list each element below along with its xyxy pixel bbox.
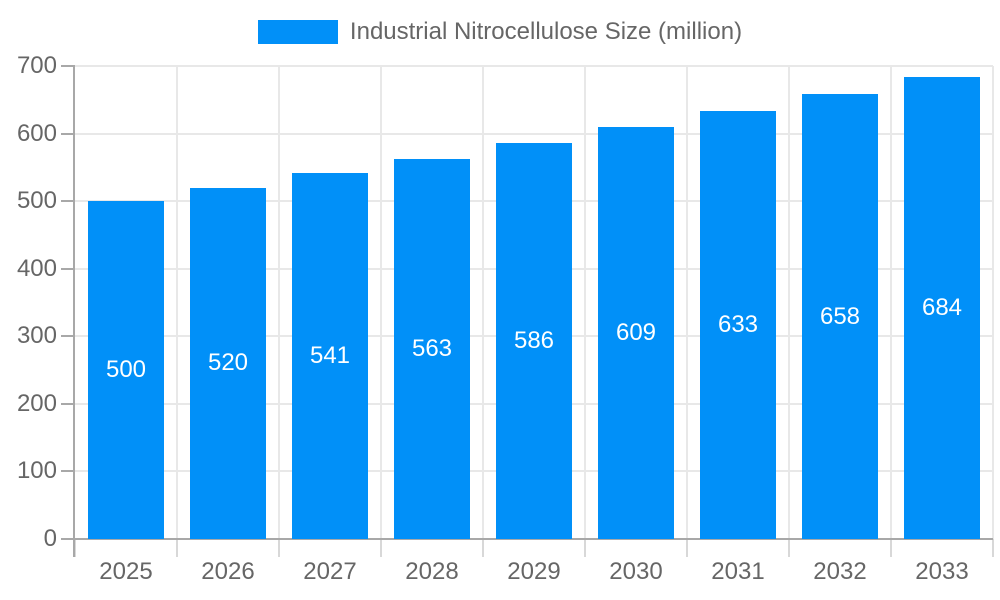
gridline-vertical xyxy=(788,66,790,539)
x-axis-label: 2032 xyxy=(813,558,867,585)
y-axis-line xyxy=(73,66,75,557)
x-axis-tick xyxy=(176,539,178,557)
gridline-horizontal xyxy=(75,132,993,135)
y-axis-tick xyxy=(61,402,75,405)
bar[interactable] xyxy=(394,158,470,539)
gridline-vertical xyxy=(686,66,688,539)
bar[interactable] xyxy=(598,127,674,539)
gridline-vertical xyxy=(176,66,178,539)
gridline-vertical xyxy=(278,66,280,539)
bar[interactable] xyxy=(292,173,368,539)
gridline-vertical xyxy=(482,66,484,539)
x-axis-tick xyxy=(278,539,280,557)
x-axis-tick xyxy=(74,539,76,557)
y-axis-label: 200 xyxy=(16,389,57,417)
legend-swatch xyxy=(257,20,338,44)
x-axis-label: 2028 xyxy=(405,558,459,585)
y-axis-label: 100 xyxy=(16,457,57,485)
x-axis-label: 2033 xyxy=(915,558,969,585)
y-axis-tick xyxy=(61,335,75,338)
gridline-vertical xyxy=(890,66,892,539)
y-axis-tick xyxy=(61,267,75,270)
x-axis-tick xyxy=(890,539,892,557)
x-axis-tick xyxy=(686,539,688,557)
y-axis-label: 700 xyxy=(16,52,57,79)
x-axis-label: 2030 xyxy=(609,558,663,585)
bar[interactable] xyxy=(496,143,572,539)
y-axis-label: 0 xyxy=(43,525,57,552)
y-axis-tick xyxy=(61,200,75,203)
x-axis-label: 2027 xyxy=(303,558,357,585)
bar[interactable] xyxy=(88,201,164,539)
bar[interactable] xyxy=(190,187,266,539)
gridline-vertical xyxy=(584,66,586,539)
y-axis-label: 400 xyxy=(16,254,57,282)
y-axis-tick xyxy=(61,470,75,473)
legend-label: Industrial Nitrocellulose Size (million) xyxy=(349,18,743,45)
x-axis-line xyxy=(73,538,993,540)
x-axis-tick xyxy=(788,539,790,557)
x-axis-label: 2029 xyxy=(507,558,561,585)
y-axis-tick xyxy=(61,538,75,540)
x-axis-tick xyxy=(584,539,586,557)
y-axis-label: 300 xyxy=(16,322,57,350)
x-axis-label: 2031 xyxy=(711,558,765,585)
x-axis-tick xyxy=(992,539,994,557)
y-axis-label: 500 xyxy=(16,187,57,215)
bar[interactable] xyxy=(802,94,878,539)
gridline-vertical xyxy=(992,66,994,539)
x-axis-tick xyxy=(482,539,484,557)
x-axis-label: 2026 xyxy=(201,558,255,585)
gridline-vertical xyxy=(380,66,382,539)
x-axis-tick xyxy=(380,539,382,557)
x-axis-label: 2025 xyxy=(99,558,153,585)
legend-item[interactable]: Industrial Nitrocellulose Size (million) xyxy=(0,18,1000,46)
bar[interactable] xyxy=(700,111,776,539)
bar[interactable] xyxy=(904,76,980,539)
y-axis-tick xyxy=(61,65,75,67)
y-axis-tick xyxy=(61,132,75,135)
gridline-horizontal xyxy=(75,65,993,67)
y-axis-label: 600 xyxy=(16,119,57,147)
